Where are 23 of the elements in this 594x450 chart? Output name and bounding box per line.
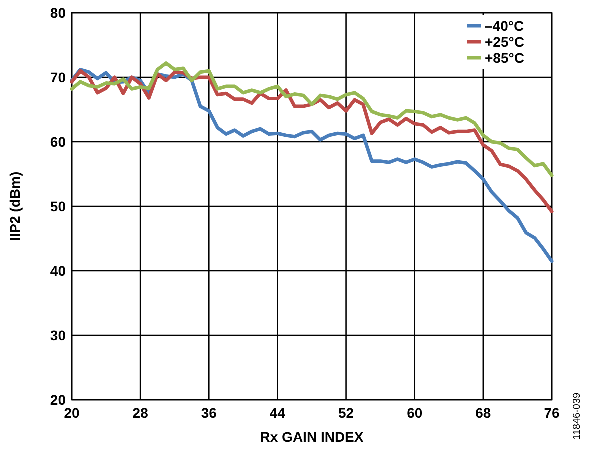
y-tick-label: 30 bbox=[50, 327, 66, 344]
legend-label: +25°C bbox=[485, 34, 524, 50]
line-series bbox=[70, 62, 554, 178]
x-tick-label: 68 bbox=[476, 405, 492, 421]
x-tick-label: 44 bbox=[270, 405, 286, 421]
y-tick-label: 70 bbox=[50, 69, 66, 86]
x-tick-label: 52 bbox=[338, 405, 354, 421]
x-tick-label: 20 bbox=[64, 405, 80, 421]
y-axis-title: IIP2 (dBm) bbox=[7, 172, 23, 242]
y-tick-label: 40 bbox=[50, 262, 66, 279]
x-tick-label: 28 bbox=[132, 405, 149, 421]
x-tick-label: 36 bbox=[201, 405, 218, 421]
legend-label: –40°C bbox=[485, 18, 524, 34]
x-tick-label: 60 bbox=[407, 405, 423, 421]
text: 11846-039 bbox=[572, 392, 583, 440]
y-tick-label: 80 bbox=[50, 4, 66, 21]
y-tick-label: 50 bbox=[50, 198, 66, 214]
line-series bbox=[70, 69, 554, 214]
legend-label: +85°C bbox=[485, 50, 524, 66]
x-axis-title: Rx GAIN INDEX bbox=[260, 429, 364, 445]
y-tick-label: 60 bbox=[50, 134, 66, 150]
y-tick-label: 20 bbox=[50, 392, 66, 408]
x-tick-label: 76 bbox=[544, 405, 560, 421]
